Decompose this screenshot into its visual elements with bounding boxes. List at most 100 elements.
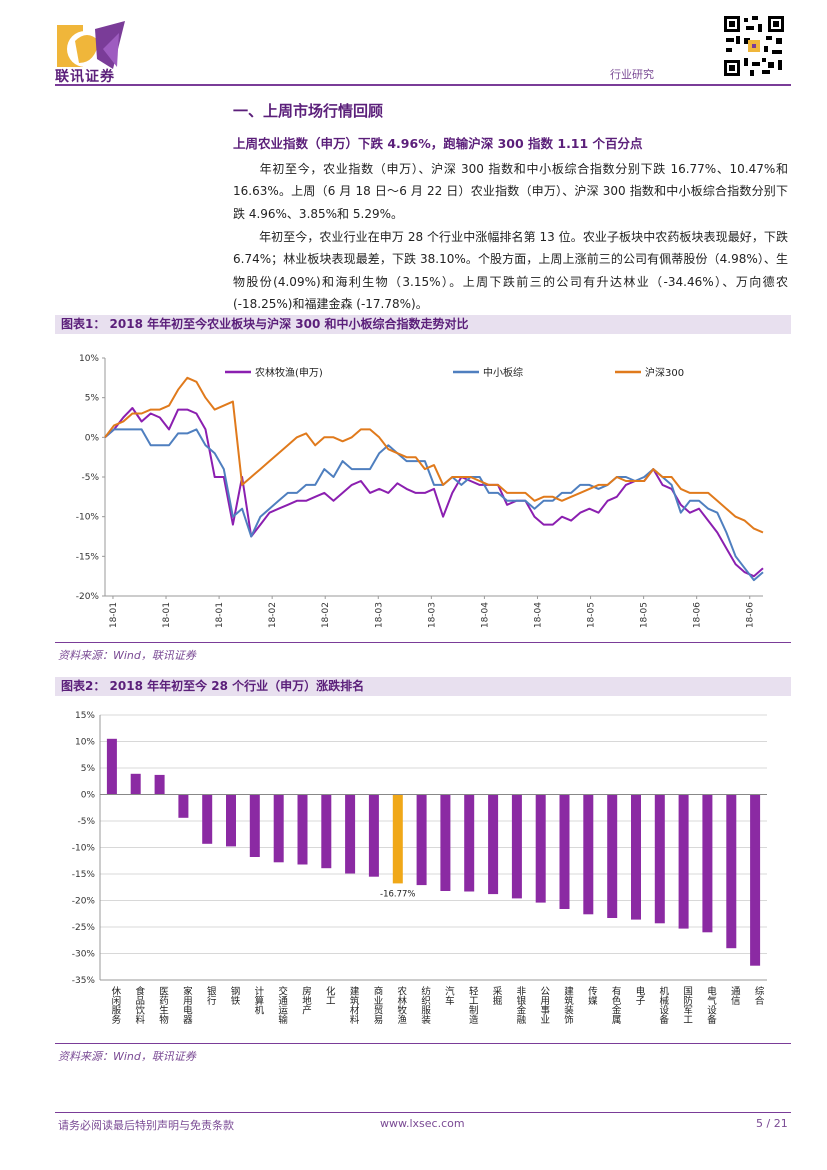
bar-房地产 xyxy=(297,794,308,865)
company-name: 联讯证券 xyxy=(55,69,115,85)
paragraph-2: 年初至今，农业行业在申万 28 个行业中涨幅排名第 13 位。农业子板块中农药板… xyxy=(233,226,788,316)
x-tick-label: 18-02 xyxy=(268,602,278,628)
category-label: 建筑装饰 xyxy=(562,985,574,1025)
y-tick-label: -15% xyxy=(72,870,96,880)
bar-钢铁 xyxy=(226,794,236,847)
series-line-sme xyxy=(104,428,764,582)
category-label: 机械设备 xyxy=(657,985,669,1025)
legend-label-agri: 农林牧渔(申万) xyxy=(255,366,323,379)
x-tick-label: 18-01 xyxy=(109,602,119,628)
category-label: 医药生物 xyxy=(157,986,169,1025)
bar-chart: 15% 10% 5% 0% -5% -10% -15% -20% -25% -30% -35% 休闲服… xyxy=(72,711,767,1025)
bar-公用事业 xyxy=(535,794,546,903)
y-tick-label: -20% xyxy=(76,592,100,602)
figure-2-source: 资料来源：Wind，联讯证券 xyxy=(58,1050,196,1063)
category-label: 国防军工 xyxy=(681,986,693,1024)
line-chart: 10% 5% 0% -5% -10% -15% -20% 18-01 18-01 18-01 18-… xyxy=(76,354,764,628)
category-label: 食品饮料 xyxy=(133,985,145,1025)
paragraph-1-text: 年初至今，农业指数（申万）、沪深 300 指数和中小板综合指数分别下跌 16.7… xyxy=(233,162,788,221)
paragraph-1: 年初至今，农业指数（申万）、沪深 300 指数和中小板综合指数分别下跌 16.7… xyxy=(233,158,788,225)
y-tick-label: -5% xyxy=(81,473,99,483)
y-tick-label: -15% xyxy=(76,552,100,562)
x-tick-label: 18-01 xyxy=(162,602,172,628)
series-line-agri xyxy=(104,407,764,578)
y-tick-label: 5% xyxy=(85,394,100,404)
data-label-highlight: -16.77% xyxy=(380,889,415,899)
bar-计算机 xyxy=(249,794,260,857)
category-label: 轻工制造 xyxy=(467,985,479,1025)
bar-非银金融 xyxy=(511,794,522,899)
figure-2-bottom-rule xyxy=(55,1043,791,1044)
y-tick-label: 5% xyxy=(81,764,96,774)
bar-农林牧渔 xyxy=(392,794,403,884)
bar-家用电器 xyxy=(178,794,189,818)
x-tick-label: 18-02 xyxy=(321,602,331,628)
category-label: 有色金属 xyxy=(610,985,622,1025)
category-label: 电气设备 xyxy=(705,985,717,1025)
x-tick-label: 18-06 xyxy=(746,602,756,628)
bar-纺织服装 xyxy=(416,794,427,886)
bar-国防军工 xyxy=(678,794,689,929)
bar-电子 xyxy=(631,794,641,920)
company-logo xyxy=(57,21,125,69)
paragraph-2-text: 年初至今，农业行业在申万 28 个行业中涨幅排名第 13 位。农业子板块中农药板… xyxy=(233,230,788,312)
y-tick-label: -20% xyxy=(72,897,96,907)
category-label: 农林牧渔 xyxy=(395,985,407,1024)
y-tick-label: 10% xyxy=(75,738,95,748)
bar-化工 xyxy=(321,794,332,869)
y-tick-label: -35% xyxy=(72,976,96,986)
footer-disclaimer: 请务必阅读最后特别声明与免责条款 xyxy=(58,1119,234,1132)
y-tick-label: -25% xyxy=(72,923,96,933)
category-label: 电子 xyxy=(633,985,645,1005)
x-tick-label: 18-04 xyxy=(480,602,490,628)
legend-label-sme: 中小板综 xyxy=(483,366,523,379)
section-subtitle: 上周农业指数（申万）下跌 4.96%，跑输沪深 300 指数 1.11 个百分点 xyxy=(233,136,643,151)
x-tick-label: 18-05 xyxy=(587,602,597,628)
category-label: 房地产 xyxy=(300,985,312,1015)
qr-code-icon xyxy=(722,14,786,78)
x-tick-label: 18-05 xyxy=(640,602,650,628)
y-tick-label: -10% xyxy=(72,844,96,854)
y-tick-label: -5% xyxy=(77,817,95,827)
x-tick-label: 18-04 xyxy=(533,602,543,628)
y-tick-label: 15% xyxy=(75,711,95,721)
figure-1-source: 资料来源：Wind，联讯证券 xyxy=(58,649,196,662)
bar-采掘 xyxy=(488,794,499,895)
footer-url[interactable]: www.lxsec.com xyxy=(380,1117,465,1130)
figure-1-caption: 图表1： 2018 年年初至今农业板块与沪深 300 和中小板综合指数走势对比 xyxy=(61,317,469,331)
bar-轻工制造 xyxy=(464,794,475,892)
bar-医药生物 xyxy=(154,774,165,795)
x-tick-label: 18-06 xyxy=(693,602,703,628)
category-label: 钢铁 xyxy=(229,985,241,1006)
bar-通信 xyxy=(726,794,737,949)
page-number: 5 / 21 xyxy=(756,1117,788,1130)
category-label: 商业贸易 xyxy=(371,985,383,1025)
category-label: 化工 xyxy=(324,985,336,1005)
figure-1-bottom-rule xyxy=(55,642,791,643)
bar-商业贸易 xyxy=(368,794,379,877)
category-label: 家用电器 xyxy=(181,985,193,1024)
category-label: 汽车 xyxy=(443,985,455,1006)
series-line-hs300 xyxy=(104,376,764,534)
bar-休闲服务 xyxy=(106,738,117,795)
bar-交通运输 xyxy=(273,794,284,863)
y-tick-label: -10% xyxy=(76,513,100,523)
category-label: 计算机 xyxy=(252,985,264,1015)
category-label: 银行 xyxy=(205,985,217,1006)
x-tick-label: 18-01 xyxy=(215,602,225,628)
legend-label-hs300: 沪深300 xyxy=(645,366,684,379)
category-label: 传媒 xyxy=(586,985,598,1006)
y-tick-label: 0% xyxy=(85,433,100,443)
category-label: 交通运输 xyxy=(276,985,288,1025)
x-tick-label: 18-03 xyxy=(374,602,384,628)
category-label: 通信 xyxy=(729,986,741,1006)
bar-传媒 xyxy=(583,794,594,915)
category-label: 采掘 xyxy=(491,986,503,1006)
category-label: 综合 xyxy=(753,985,765,1006)
bar-汽车 xyxy=(440,794,451,891)
section-title: 一、上周市场行情回顾 xyxy=(233,102,384,120)
bar-综合 xyxy=(750,794,761,966)
bar-建筑材料 xyxy=(345,794,356,874)
category-label: 公用事业 xyxy=(538,986,550,1024)
bar-有色金属 xyxy=(607,794,618,918)
